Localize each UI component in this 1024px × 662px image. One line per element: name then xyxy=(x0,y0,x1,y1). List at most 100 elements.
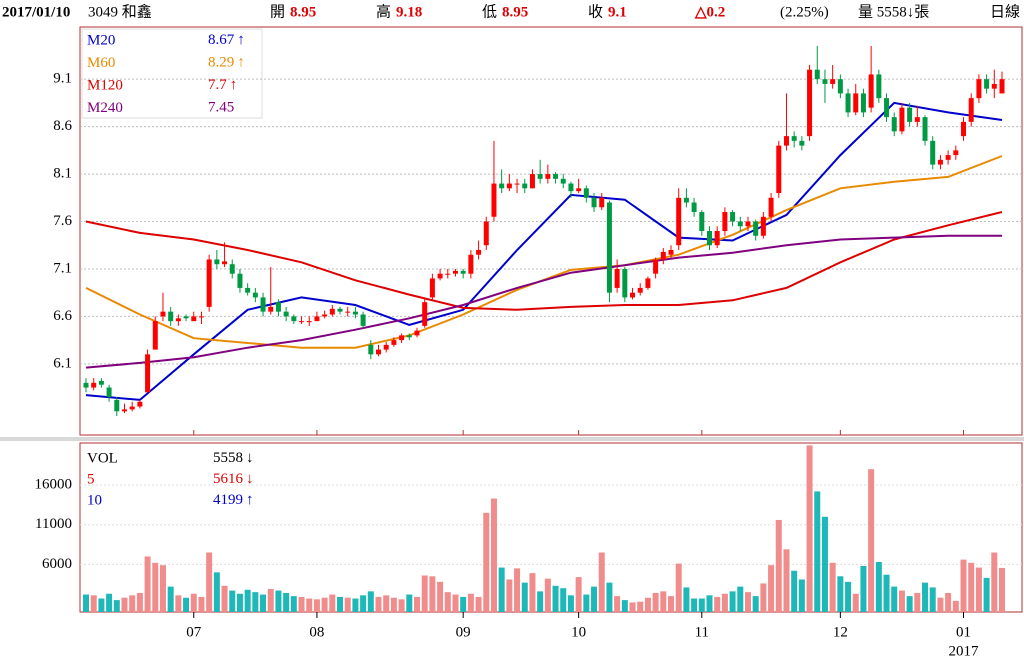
volume-bar xyxy=(452,594,459,612)
volume-bar xyxy=(991,552,998,612)
volume-bar xyxy=(798,579,805,612)
candle-body xyxy=(422,302,428,326)
vol-tick-label: 6000 xyxy=(42,556,72,572)
candle-body xyxy=(876,74,882,99)
candle-body xyxy=(514,183,520,185)
volume-bar xyxy=(490,498,497,612)
volume-bar xyxy=(375,596,382,612)
candle-body xyxy=(914,117,920,122)
ma-legend-number: 8.29 xyxy=(208,55,234,71)
volume-bar xyxy=(236,593,243,612)
candle-body xyxy=(560,178,566,184)
candle-body xyxy=(291,316,297,322)
volume-bar xyxy=(567,595,574,612)
x-tick-label: 10 xyxy=(571,624,586,640)
candle-body xyxy=(807,69,813,137)
candle-body xyxy=(275,302,281,312)
volume-bar xyxy=(591,586,598,612)
candle-body xyxy=(206,259,212,307)
volume-bar xyxy=(560,588,567,612)
y-tick-label: 8.1 xyxy=(53,166,72,182)
volume-bar xyxy=(429,576,436,612)
panel-separator xyxy=(0,437,1024,441)
candle-body xyxy=(506,183,512,189)
candle-body xyxy=(452,270,458,274)
candle-body xyxy=(175,318,181,322)
volume-bar xyxy=(113,600,120,612)
volume-bar xyxy=(883,574,890,612)
y-tick-label: 9.1 xyxy=(53,71,72,87)
volume-bar xyxy=(290,596,297,612)
candle-body xyxy=(191,316,197,322)
volume-bar xyxy=(360,595,367,612)
volume-bar xyxy=(891,586,898,612)
candle-body xyxy=(968,98,974,122)
candle-body xyxy=(930,140,936,165)
candle-body xyxy=(953,150,959,156)
y-tick-label: 6.1 xyxy=(53,355,72,371)
volume-bar xyxy=(637,601,644,612)
volume-bar xyxy=(321,597,328,612)
candle-body xyxy=(637,287,643,293)
candle-body xyxy=(768,197,774,217)
volume-bar xyxy=(398,599,405,612)
candle-body xyxy=(760,216,766,236)
x-tick-label: 01 xyxy=(956,624,971,640)
candle-body xyxy=(98,380,104,385)
ma-legend-box xyxy=(81,28,263,119)
volume-bar xyxy=(267,588,274,612)
candle-body xyxy=(414,330,420,336)
candle-body xyxy=(160,311,166,317)
volume-bar xyxy=(90,595,97,612)
volume-bar xyxy=(960,559,967,612)
vol-legend-arrow: ↓ xyxy=(246,471,254,487)
volume-bar xyxy=(221,585,228,612)
ma-legend-value: 8.67 ↑ xyxy=(208,32,245,48)
candle-body xyxy=(329,308,335,315)
vol-legend-name: 10 xyxy=(87,492,102,508)
ma-legend-value: 8.29 ↑ xyxy=(208,55,245,71)
candle-body xyxy=(252,292,258,298)
candle-body xyxy=(322,314,328,317)
quote-value: 9.1 xyxy=(608,4,627,20)
x-tick-label: 09 xyxy=(456,624,471,640)
candle-body xyxy=(791,136,797,141)
volume-bar xyxy=(475,596,482,612)
candle-body xyxy=(999,79,1005,94)
volume-bar xyxy=(875,562,882,612)
candle-body xyxy=(984,79,990,89)
candle-body xyxy=(783,136,789,146)
candle-body xyxy=(283,311,289,317)
ma-legend-arrow: ↑ xyxy=(237,32,245,48)
candle-body xyxy=(268,306,274,312)
volume-bar xyxy=(129,595,136,612)
candle-body xyxy=(653,259,659,274)
candle-body xyxy=(845,93,851,113)
candle-body xyxy=(306,321,312,323)
y-tick-label: 7.1 xyxy=(53,260,72,276)
candle-body xyxy=(114,399,120,412)
candle-body xyxy=(537,174,543,179)
candle-body xyxy=(830,79,836,84)
change-pct: (2.25%) xyxy=(780,4,829,20)
candle-body xyxy=(714,231,720,246)
volume-bar xyxy=(298,596,305,612)
volume-bar xyxy=(598,552,605,612)
volume-bar xyxy=(521,582,528,612)
volume-bar xyxy=(483,512,490,612)
volume-bar xyxy=(929,587,936,612)
x-tick-label: 11 xyxy=(695,624,709,640)
volume-bar xyxy=(413,596,420,612)
volume-bar xyxy=(383,595,390,612)
candle-body xyxy=(121,409,127,412)
ma-legend-value: 7.7 ↑ xyxy=(208,77,237,93)
ma-line xyxy=(85,234,1002,369)
ma-line xyxy=(85,101,1003,401)
quote-label: 開 xyxy=(270,4,285,20)
volume-bar xyxy=(421,575,428,612)
candle-body xyxy=(745,221,751,227)
ma-legend-number: 8.67 xyxy=(208,32,235,48)
volume-bar xyxy=(337,596,344,612)
candle-body xyxy=(583,188,589,198)
ma-legend-name: M60 xyxy=(87,55,115,71)
